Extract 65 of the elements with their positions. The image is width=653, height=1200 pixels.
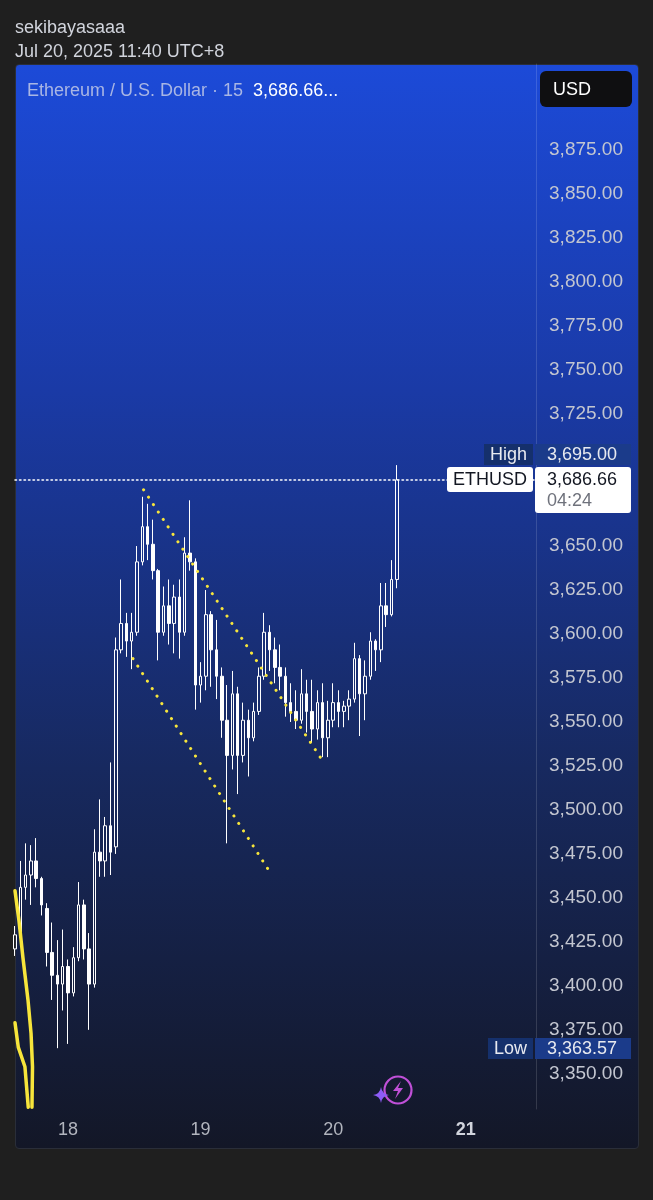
text: Jul 20, 2025 11:40 UTC+8 bbox=[15, 40, 225, 63]
text: Ethereum / U.S. Dollar · 15 bbox=[27, 80, 244, 100]
candlestick bbox=[252, 702, 255, 742]
candlestick bbox=[77, 881, 80, 962]
x-tick-label: 18 bbox=[58, 1119, 79, 1139]
text: 3,686.66 bbox=[547, 469, 619, 491]
candlestick bbox=[162, 586, 165, 637]
y-tick-label: 3,825.00 bbox=[549, 225, 623, 247]
text: sekibayasaaa bbox=[15, 16, 127, 39]
line-series bbox=[13, 889, 35, 1109]
candlestick bbox=[135, 545, 139, 637]
candlestick bbox=[294, 689, 298, 730]
y-tick-label: 3,750.00 bbox=[549, 357, 623, 379]
y-tick-label: 3,850.00 bbox=[549, 181, 623, 203]
y-tick-label: 3,775.00 bbox=[549, 313, 623, 335]
text: 3,363.57 bbox=[547, 1037, 618, 1059]
candlestick bbox=[130, 612, 133, 670]
candlestick bbox=[93, 828, 96, 989]
candlestick bbox=[141, 496, 144, 566]
y-tick-label: 3,650.00 bbox=[549, 533, 623, 555]
candlestick bbox=[231, 670, 234, 770]
candlestick bbox=[199, 661, 202, 704]
y-tick-label: 3,800.00 bbox=[549, 269, 623, 291]
y-tick-label: 3,525.00 bbox=[549, 753, 623, 775]
y-tick-label: 3,475.00 bbox=[549, 841, 623, 863]
candlestick bbox=[183, 536, 186, 637]
candlestick bbox=[310, 679, 314, 744]
candlestick bbox=[353, 642, 356, 704]
candlestick bbox=[13, 925, 17, 957]
candlestick bbox=[194, 557, 197, 711]
ref-line-label: ETHUSD bbox=[446, 467, 533, 493]
candlestick bbox=[188, 499, 192, 572]
candlestick bbox=[24, 842, 27, 901]
candlestick bbox=[241, 702, 245, 763]
y-tick-label: 3,625.00 bbox=[549, 577, 623, 599]
y-tick-label: 3,500.00 bbox=[549, 797, 623, 819]
candlestick bbox=[61, 929, 64, 1011]
x-tick-label: 19 bbox=[190, 1119, 211, 1139]
candlestick bbox=[40, 876, 43, 916]
annotation: High bbox=[483, 444, 533, 466]
candlestick bbox=[363, 659, 367, 721]
y-tick-label: 3,600.00 bbox=[549, 621, 623, 643]
text: 04:24 bbox=[547, 490, 594, 512]
annotation: Low bbox=[487, 1037, 533, 1059]
y-tick-label: 3,575.00 bbox=[549, 665, 623, 687]
x-tick-label: 20 bbox=[323, 1119, 344, 1139]
y-tick-label: 3,450.00 bbox=[549, 885, 623, 907]
y-tick-label: 3,350.00 bbox=[549, 1061, 623, 1083]
candlestick bbox=[289, 682, 292, 723]
text: 3,695.00 bbox=[547, 444, 619, 466]
y-axis-title: USD bbox=[540, 71, 632, 107]
candlestick bbox=[390, 559, 393, 617]
y-tick-label: 3,375.00 bbox=[549, 1017, 623, 1039]
candlestick bbox=[369, 631, 372, 681]
y-tick-label: 3,550.00 bbox=[549, 709, 623, 731]
text: 3,686.66... bbox=[253, 80, 339, 100]
y-tick-label: 3,425.00 bbox=[549, 929, 623, 951]
x-tick-label: 21 bbox=[455, 1119, 476, 1139]
candlestick bbox=[284, 666, 287, 718]
y-tick-label: 3,875.00 bbox=[549, 137, 623, 159]
candlestick bbox=[316, 689, 319, 741]
candlestick bbox=[300, 668, 303, 725]
y-tick-label: 3,725.00 bbox=[549, 401, 623, 423]
candlestick bbox=[72, 946, 75, 997]
y-tick-label: 3,400.00 bbox=[549, 973, 623, 995]
